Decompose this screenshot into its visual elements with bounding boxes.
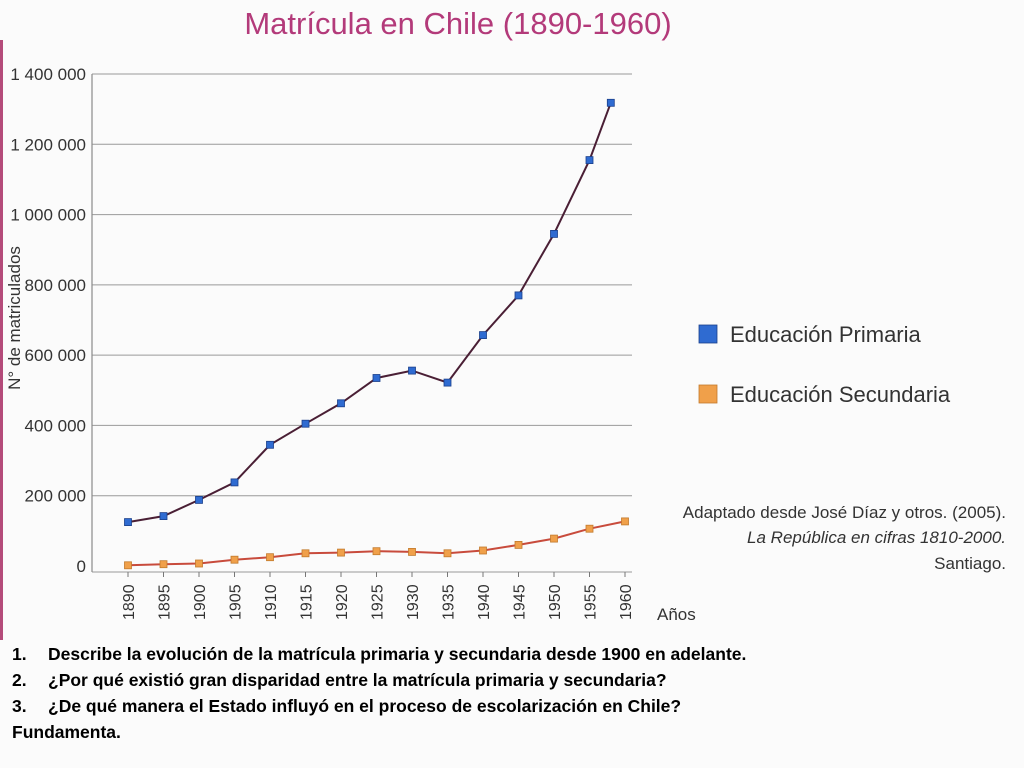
- data-point-primaria: [230, 478, 239, 487]
- data-point-primaria: [124, 518, 132, 526]
- questions-block: 1. Describe la evolución de la matrícula…: [12, 641, 1012, 745]
- data-point-primaria: [408, 366, 416, 375]
- x-tick-label: 1930: [405, 584, 422, 620]
- data-point-secundaria: [230, 555, 239, 564]
- y-tick-label: 1 200 000: [10, 135, 86, 154]
- grid-lines: [92, 73, 632, 573]
- data-point-primaria: [301, 419, 310, 428]
- y-tick-label: 200 000: [25, 487, 86, 506]
- data-point-secundaria: [550, 534, 558, 543]
- data-point-primaria: [585, 156, 594, 165]
- x-tick-label: 1895: [157, 584, 174, 620]
- x-tick-label: 1905: [228, 584, 245, 620]
- data-point-secundaria: [266, 553, 274, 562]
- question-text: ¿Por qué existió gran disparidad entre l…: [48, 670, 667, 690]
- x-axis-ticks: 1890 1895 1900 1905 1910 1915 1920 1925 1930 1935…: [121, 572, 635, 620]
- source-line-3: Santiago.: [934, 554, 1006, 573]
- y-tick-label: 1 400 000: [10, 65, 86, 84]
- data-point-secundaria: [372, 547, 381, 556]
- data-point-secundaria: [124, 561, 132, 570]
- x-tick-label: 1955: [583, 584, 600, 620]
- data-point-secundaria: [443, 549, 452, 558]
- x-tick-label: 1915: [299, 584, 316, 620]
- data-point-secundaria: [195, 559, 203, 568]
- x-axis-label: Años: [657, 605, 696, 624]
- x-tick-label: 1950: [547, 584, 564, 620]
- x-tick-label: 1890: [121, 584, 138, 620]
- data-point-secundaria: [301, 549, 310, 558]
- question-item: 2. ¿Por qué existió gran disparidad entr…: [12, 667, 1012, 693]
- question-number: 2.: [12, 670, 27, 690]
- data-point-primaria: [195, 495, 203, 504]
- x-tick-label: 1945: [512, 584, 529, 620]
- question-text: ¿De qué manera el Estado influyó en el p…: [48, 696, 682, 716]
- data-point-primaria: [372, 374, 381, 382]
- legend-label-primaria: Educación Primaria: [730, 322, 922, 347]
- data-point-primaria: [550, 229, 558, 238]
- legend: Educación Primaria Educación Secundaria: [698, 322, 951, 407]
- legend-swatch-primaria: [698, 324, 718, 344]
- data-point-primaria: [266, 440, 274, 449]
- source-line-1: Adaptado desde José Díaz y otros. (2005)…: [683, 503, 1006, 522]
- x-tick-label: 1925: [370, 584, 387, 620]
- y-tick-label: 400 000: [25, 416, 86, 435]
- source-note: Adaptado desde José Díaz y otros. (2005)…: [683, 503, 1006, 573]
- question-tail: Fundamenta.: [12, 722, 121, 742]
- question-number: 3.: [12, 696, 27, 716]
- series-line-secundaria: [127, 520, 626, 567]
- data-point-secundaria: [585, 524, 594, 533]
- data-point-primaria: [479, 331, 487, 340]
- chart-title: Matrícula en Chile (1890-1960): [244, 6, 671, 41]
- data-point-primaria: [337, 399, 345, 408]
- source-line-2: La República en cifras 1810-2000.: [747, 528, 1006, 547]
- data-point-primaria: [514, 291, 523, 300]
- x-tick-label: 1940: [476, 584, 493, 620]
- x-tick-label: 1920: [334, 584, 351, 620]
- y-tick-label: 0: [77, 557, 86, 576]
- question-item: 1. Describe la evolución de la matrícula…: [12, 641, 1012, 667]
- data-point-secundaria: [337, 548, 345, 557]
- y-axis-ticks: 0 200 000 400 000 600 000 800 000 1 000 000 1 …: [10, 65, 86, 576]
- question-text: Describe la evolución de la matrícula pr…: [48, 644, 747, 664]
- legend-label-secundaria: Educación Secundaria: [730, 382, 951, 407]
- x-tick-label: 1910: [263, 584, 280, 620]
- x-tick-label: 1935: [441, 584, 458, 620]
- x-tick-label: 1960: [618, 584, 635, 620]
- y-tick-label: 1 000 000: [10, 206, 86, 225]
- data-point-primaria: [159, 512, 168, 520]
- data-point-primaria: [443, 378, 452, 387]
- data-point-secundaria: [408, 548, 416, 556]
- series-layer: [124, 98, 629, 570]
- question-number: 1.: [12, 644, 27, 664]
- legend-swatch-secundaria: [698, 384, 718, 404]
- data-point-secundaria: [621, 517, 629, 526]
- y-tick-label: 600 000: [25, 346, 86, 365]
- data-point-primaria: [606, 98, 615, 107]
- data-point-secundaria: [479, 546, 487, 555]
- y-tick-label: 800 000: [25, 276, 86, 295]
- x-tick-label: 1900: [192, 584, 209, 620]
- y-axis-label: N° de matriculados: [5, 246, 24, 390]
- series-line-primaria: [127, 102, 612, 524]
- question-item: 3. ¿De qué manera el Estado influyó en e…: [12, 693, 1012, 719]
- data-point-secundaria: [159, 560, 168, 569]
- enrollment-line-chart: Matrícula en Chile (1890-1960) 0 200 000 4…: [5, 6, 1006, 624]
- data-point-secundaria: [514, 541, 523, 549]
- left-edge-stripe: [0, 40, 3, 640]
